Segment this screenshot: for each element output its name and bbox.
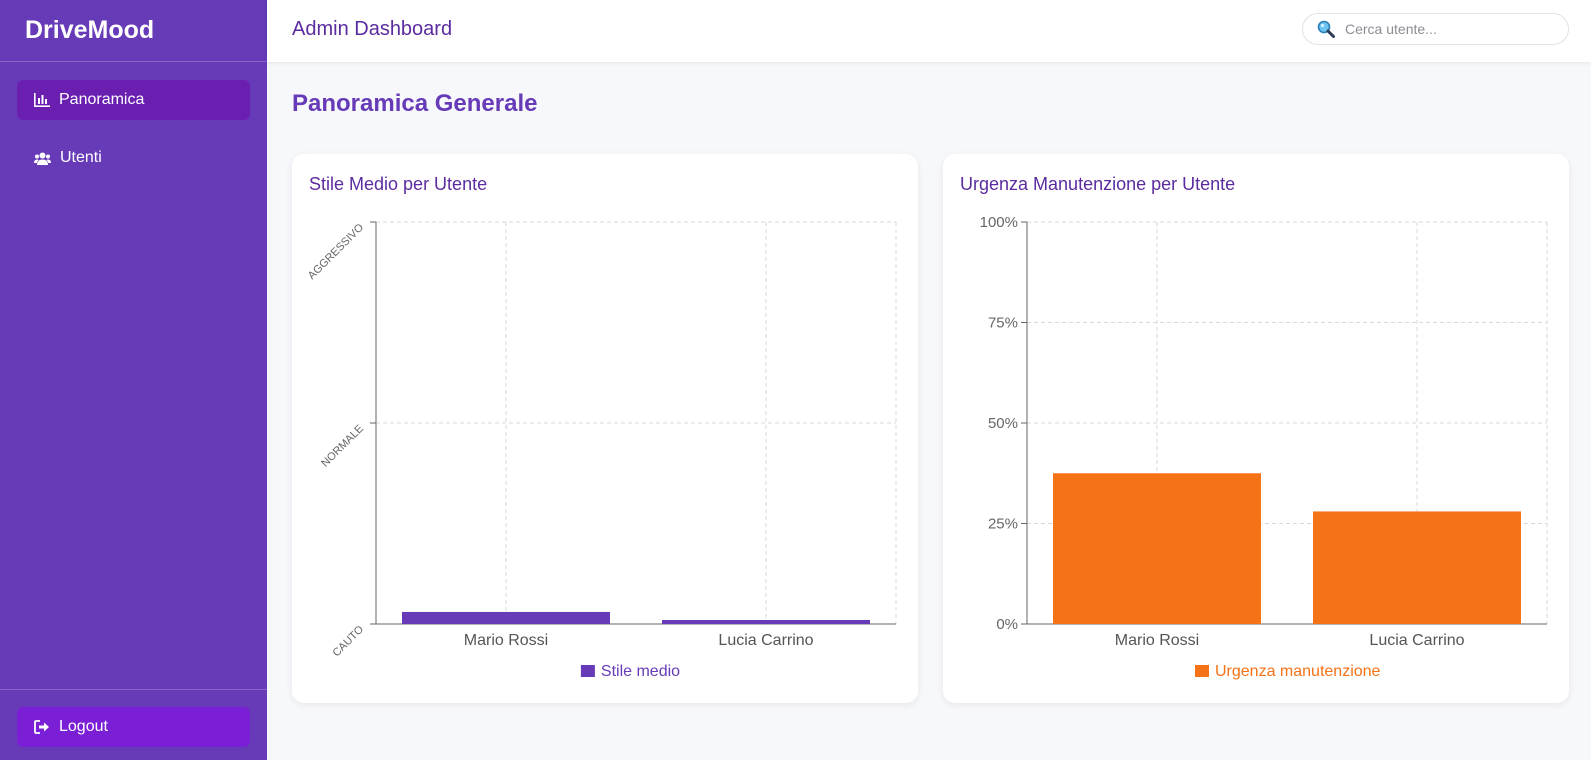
urgency-chart-card: Urgenza Manutenzione per Utente 0% 25% 50%…	[943, 154, 1569, 703]
y-tick-label: 100%	[980, 214, 1018, 231]
y-tick-label: 75%	[988, 315, 1018, 332]
legend-swatch	[1195, 665, 1209, 677]
x-tick-label: Mario Rossi	[1115, 632, 1199, 649]
topbar: Admin Dashboard	[267, 0, 1591, 62]
logout-label: Logout	[59, 718, 108, 735]
page-title: Panoramica Generale	[292, 90, 538, 117]
legend-swatch	[580, 665, 595, 677]
bar	[402, 611, 610, 624]
page-header-title: Admin Dashboard	[292, 18, 453, 40]
magnifier-icon	[1317, 20, 1335, 38]
x-tick-label: Lucia Carrino	[1369, 632, 1464, 649]
x-tick-label: Mario Rossi	[464, 632, 548, 649]
bar	[662, 619, 870, 624]
brand-logo: DriveMood	[0, 0, 267, 62]
urgency-chart: 0% 25% 50% 75% 100% Mario Rossi Lucia Carrino U…	[980, 214, 1548, 680]
y-tick-label: 0%	[996, 616, 1018, 633]
legend-label: Urgenza manutenzione	[1215, 663, 1381, 680]
sidebar: DriveMood Panoramica Utenti	[0, 0, 267, 760]
sidebar-item-panoramica[interactable]: Panoramica	[17, 80, 250, 120]
chart-title: Urgenza Manutenzione per Utente	[960, 174, 1236, 194]
sidebar-nav: Panoramica Utenti	[0, 62, 267, 178]
legend-label: Stile medio	[601, 663, 680, 680]
search-box[interactable]	[1302, 13, 1569, 45]
sidebar-footer: Logout	[0, 689, 267, 760]
bar	[1313, 511, 1521, 624]
sidebar-item-label: Panoramica	[59, 91, 145, 108]
y-tick-label: CAUTO	[331, 623, 367, 659]
y-tick-label: AGGRESSIVO	[306, 221, 367, 282]
bar	[1053, 473, 1261, 624]
style-chart: CAUTO NORMALE AGGRESSIVO Mario Rossi Lucia C…	[306, 221, 897, 680]
y-tick-label: 25%	[988, 516, 1018, 533]
users-icon	[34, 152, 51, 165]
sign-out-icon	[34, 720, 49, 734]
y-tick-label: NORMALE	[319, 423, 366, 470]
sidebar-item-utenti[interactable]: Utenti	[17, 138, 250, 178]
logout-button[interactable]: Logout	[17, 707, 250, 747]
y-tick-label: 50%	[988, 415, 1018, 432]
sidebar-item-label: Utenti	[60, 149, 102, 166]
style-chart-card: Stile Medio per Utente CAUTO NORMALE AGGRE…	[292, 154, 918, 703]
chart-title: Stile Medio per Utente	[309, 174, 488, 194]
x-tick-label: Lucia Carrino	[718, 632, 813, 649]
bar-chart-icon	[34, 93, 50, 107]
search-input[interactable]	[1345, 21, 1545, 37]
